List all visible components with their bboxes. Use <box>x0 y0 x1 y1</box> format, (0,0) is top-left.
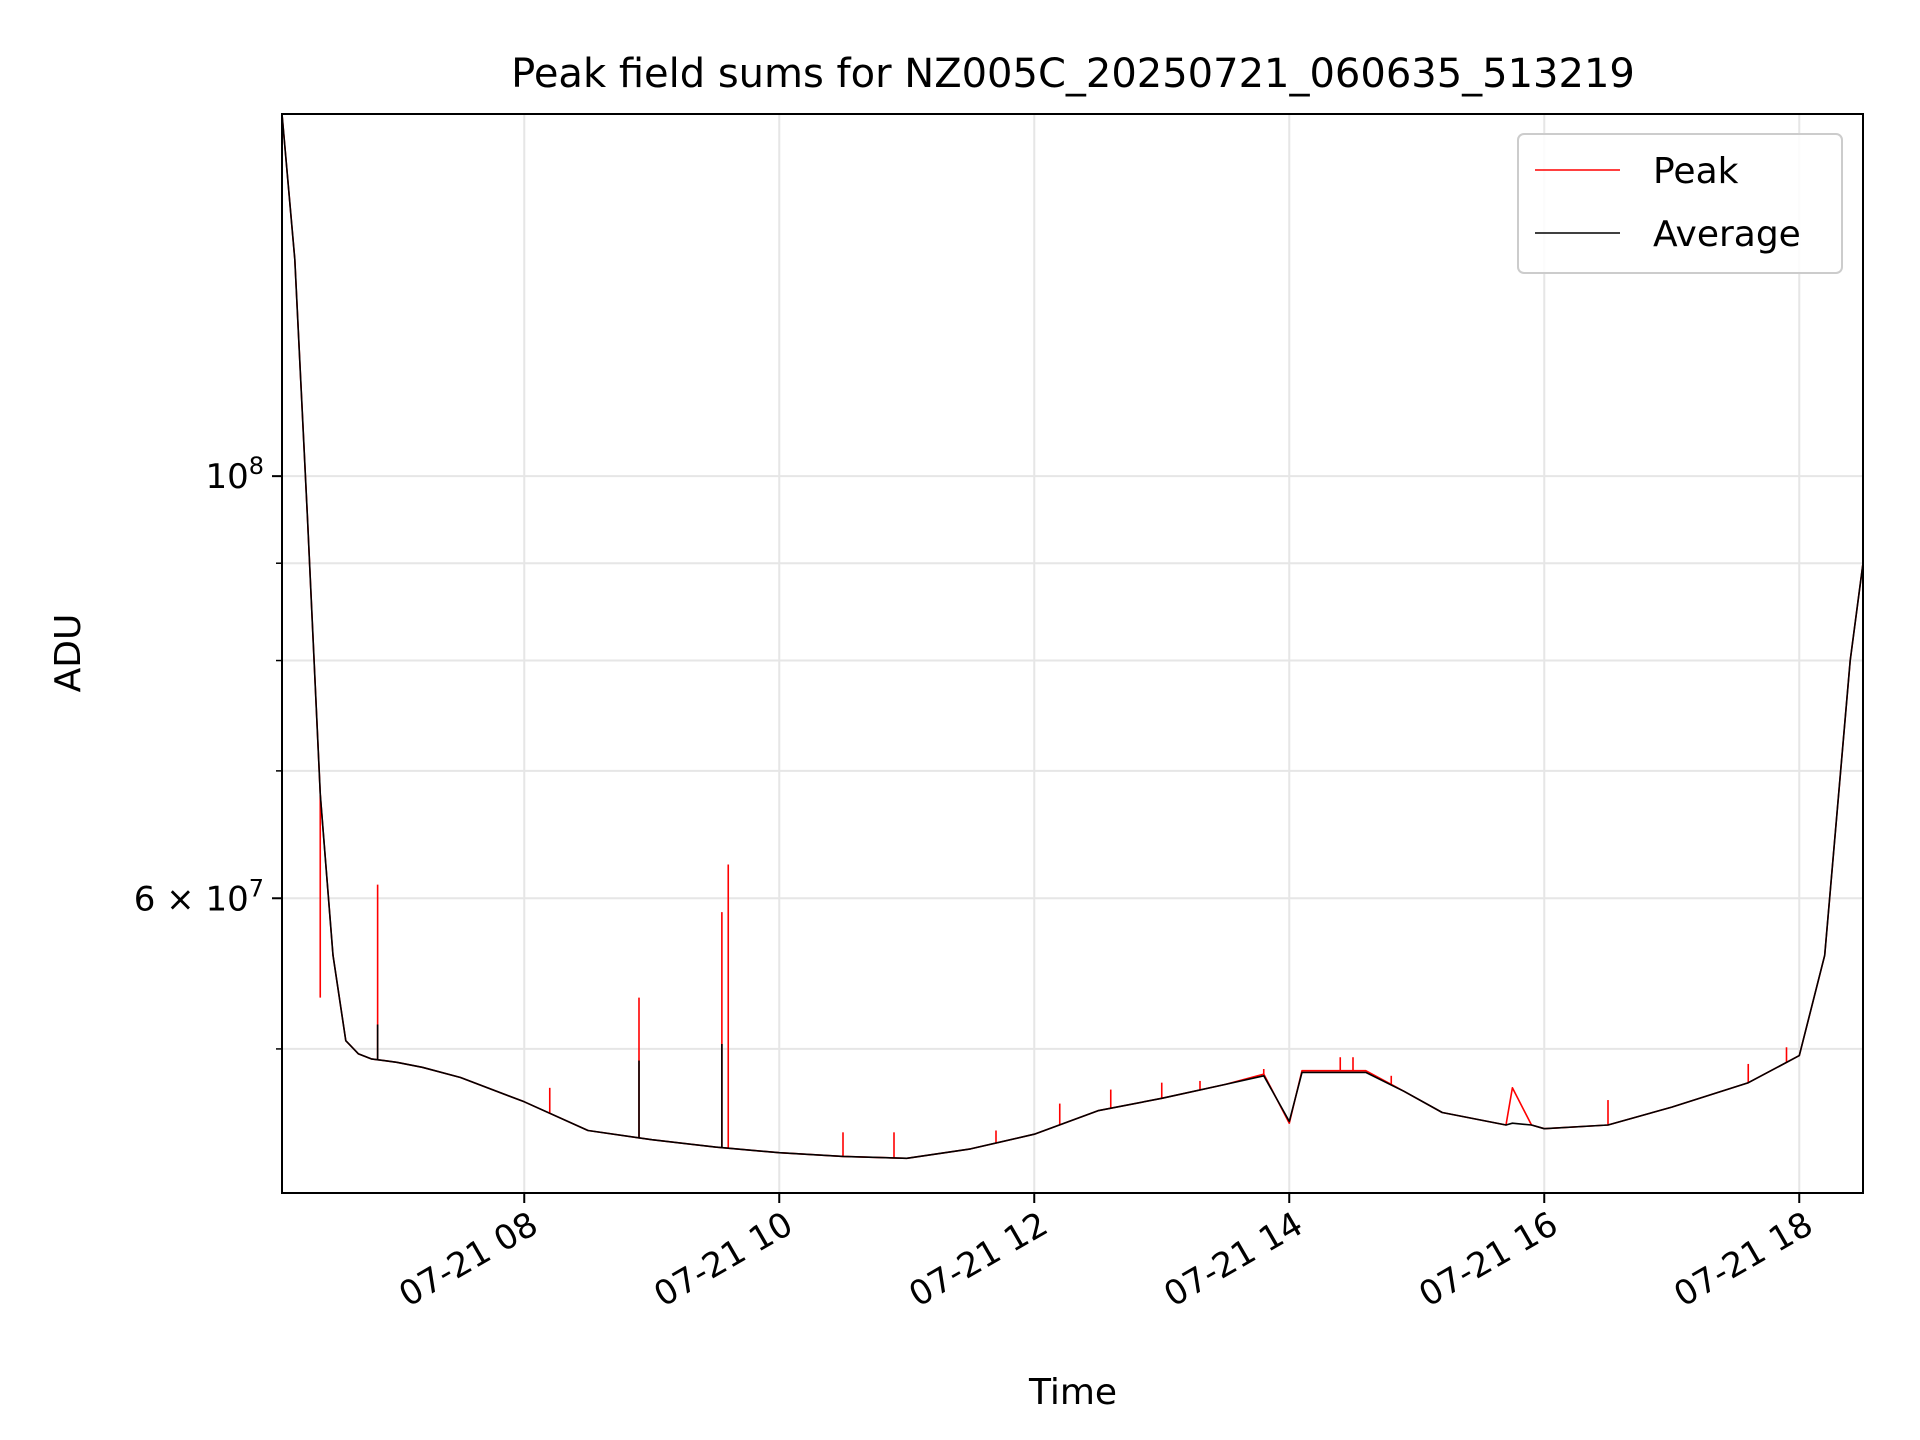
chart-title: Peak field sums for NZ005C_20250721_0606… <box>511 51 1635 97</box>
y-tick-label: 6 × 107 <box>134 874 264 919</box>
series-layer <box>282 114 1863 1160</box>
y-axis-label: ADU <box>48 614 89 693</box>
x-axis-label: Time <box>1028 1372 1117 1413</box>
legend-peak-label: Peak <box>1653 151 1739 192</box>
legend-average-label: Average <box>1653 214 1801 255</box>
legend-box <box>1517 133 1843 274</box>
grid <box>282 114 1863 1193</box>
y-tick-label: 108 <box>205 452 264 497</box>
plot-area <box>282 114 1863 1193</box>
legend: Peak Average <box>1517 133 1843 274</box>
series-average-line <box>282 114 1863 1160</box>
plot-frame <box>281 113 1864 1194</box>
